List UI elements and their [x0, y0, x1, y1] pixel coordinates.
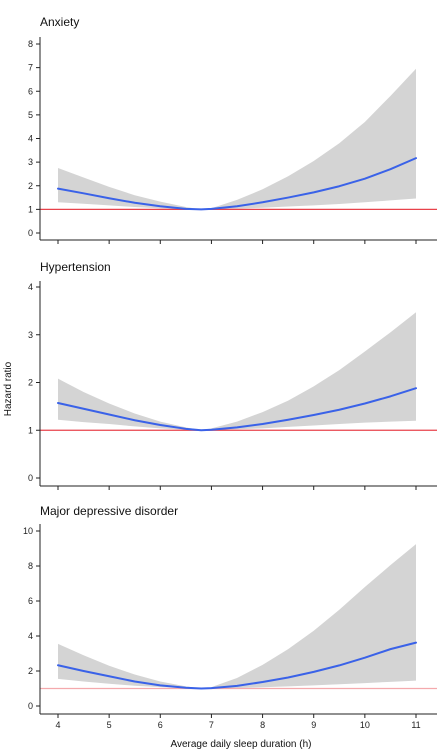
panel-title: Major depressive disorder — [40, 504, 178, 518]
y-tick-label: 5 — [28, 110, 33, 120]
y-tick-label: 8 — [28, 561, 33, 571]
y-tick-label: 10 — [23, 526, 33, 536]
y-tick-label: 1 — [28, 204, 33, 214]
x-tick-label: 6 — [158, 720, 163, 730]
y-tick-label: 6 — [28, 86, 33, 96]
x-tick-label: 11 — [411, 720, 420, 730]
x-tick-label: 4 — [55, 720, 60, 730]
y-tick-label: 4 — [28, 134, 33, 144]
hazard-ratio-line — [57, 157, 417, 211]
x-tick-label: 10 — [360, 720, 370, 730]
x-axis-label: Average daily sleep duration (h) — [170, 739, 311, 750]
panel-title: Hypertension — [40, 260, 111, 274]
hazard-ratio-line — [57, 387, 417, 432]
panel-2: Hypertension 0 1 2 3 4 — [28, 260, 437, 490]
y-tick-label: 3 — [28, 330, 33, 340]
y-tick-label: 8 — [28, 39, 33, 49]
panel-3: Major depressive disorder 0 2 4 6 8 10 4 5 6 7 8 9 10… — [23, 504, 437, 730]
x-tick-label: 8 — [260, 720, 265, 730]
x-tick-label: 5 — [107, 720, 112, 730]
y-tick-label: 1 — [28, 425, 33, 435]
x-tick-label: 9 — [311, 720, 316, 730]
y-tick-label: 7 — [28, 63, 33, 73]
panel-title: Anxiety — [40, 15, 79, 29]
y-tick-label: 0 — [28, 473, 33, 483]
y-tick-label: 2 — [28, 666, 33, 676]
y-tick-label: 6 — [28, 596, 33, 606]
x-tick-label: 7 — [209, 720, 214, 730]
hazard-ratio-line — [57, 641, 417, 690]
confidence-band — [58, 312, 416, 431]
panel-1: Anxiety 0 1 2 3 4 5 6 7 8 — [28, 15, 437, 244]
confidence-band — [58, 68, 416, 210]
confidence-band — [58, 544, 416, 689]
y-tick-label: 4 — [28, 282, 33, 292]
y-tick-label: 4 — [28, 631, 33, 641]
y-tick-label: 0 — [28, 701, 33, 711]
y-tick-label: 2 — [28, 181, 33, 191]
y-tick-label: 0 — [28, 228, 33, 238]
y-axis-label: Hazard ratio — [3, 361, 14, 416]
y-tick-label: 3 — [28, 157, 33, 167]
y-tick-label: 2 — [28, 378, 33, 388]
